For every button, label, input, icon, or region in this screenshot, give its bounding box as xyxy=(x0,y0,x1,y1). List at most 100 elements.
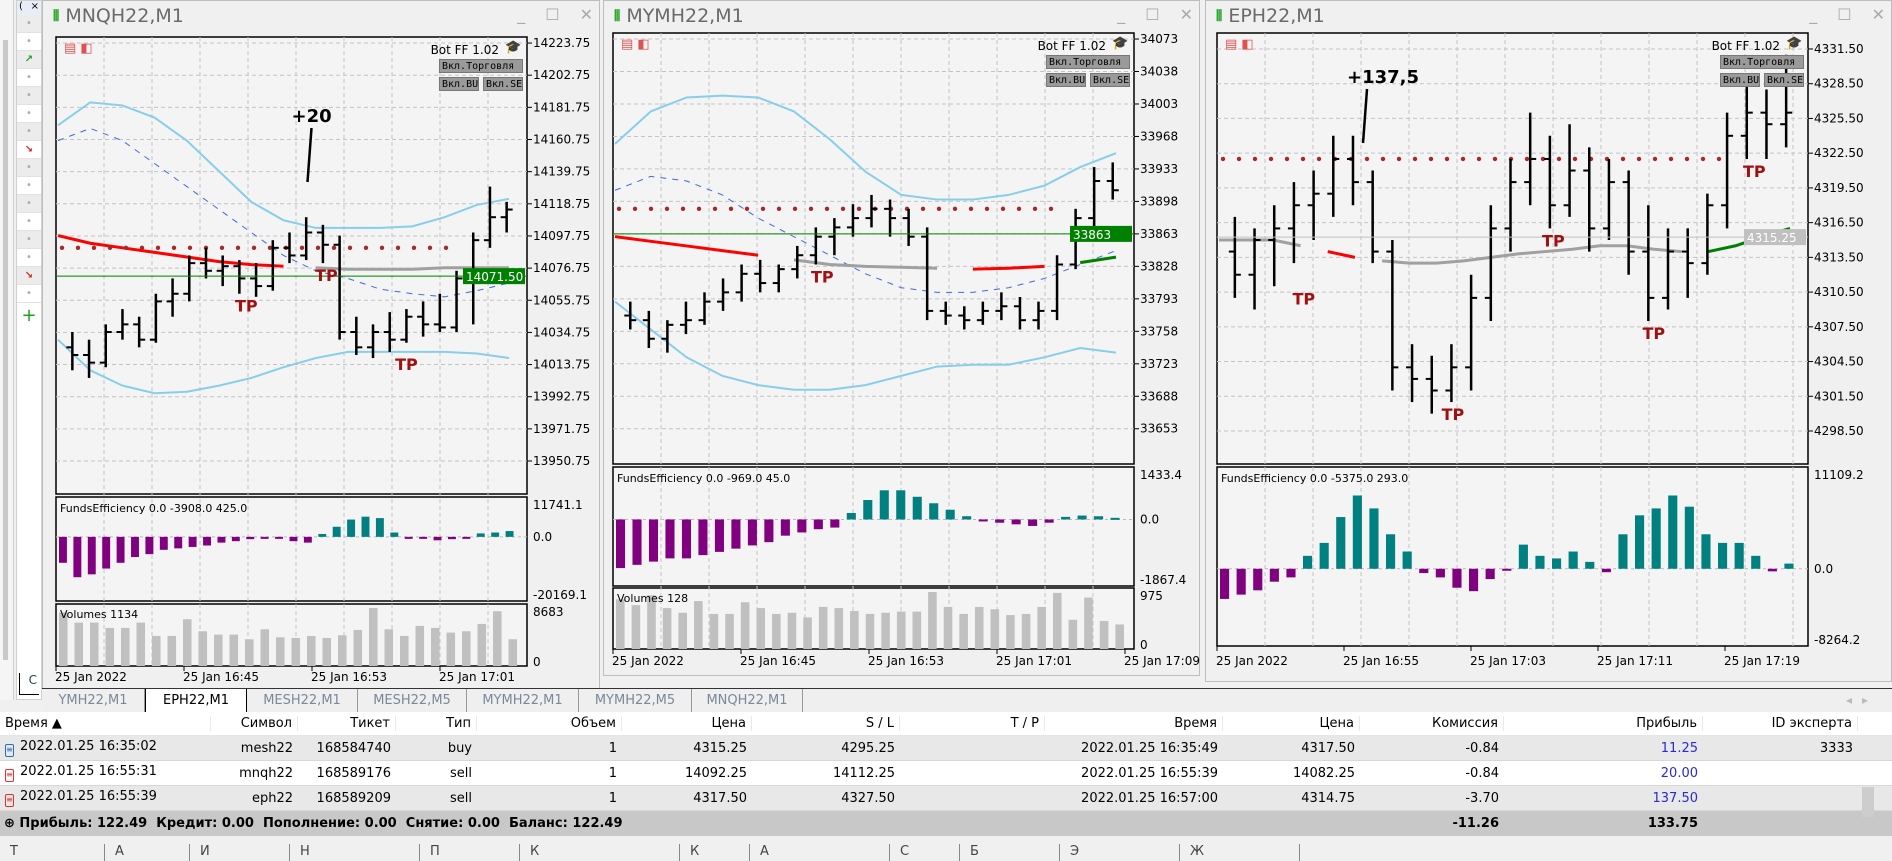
terminal-tab[interactable]: Н xyxy=(290,844,420,861)
column-header[interactable]: ID эксперта xyxy=(1703,716,1858,731)
enable-sell-button[interactable]: Вкл.SELL xyxy=(1090,73,1130,87)
signal-up-row[interactable]: ↗ xyxy=(17,51,41,69)
tab-ymh22-m1[interactable]: YMH22,M1 xyxy=(42,689,145,713)
close-button[interactable]: ✕ xyxy=(1179,5,1193,24)
funds-bar xyxy=(1535,555,1545,569)
terminal-tab[interactable]: А xyxy=(750,844,890,861)
column-header[interactable]: Тикет xyxy=(298,716,396,731)
level-dot xyxy=(1428,156,1434,162)
close-icon[interactable]: × xyxy=(30,1,39,12)
table-row[interactable]: ≡ 2022.01.25 16:55:31 mnqh22 168589176 sell 1… xyxy=(0,761,1892,786)
column-header[interactable]: Время xyxy=(1045,716,1223,731)
terminal-tab[interactable]: П xyxy=(420,844,520,861)
level-dot xyxy=(267,245,273,251)
chart-canvas[interactable]: 4331.50 4328.50 4325.50 4322.50 4319.50 4316.… xyxy=(1206,1,1892,683)
cell-value: 2022.01.25 16:57:00 xyxy=(1081,790,1218,806)
enable-trading-button[interactable]: Вкл.Торговля xyxy=(439,59,523,73)
signal-row[interactable]: • xyxy=(17,105,41,123)
signal-row[interactable]: • xyxy=(17,123,41,141)
column-header[interactable]: Цена xyxy=(1223,716,1360,731)
volume-bar xyxy=(322,637,332,666)
signal-row[interactable]: • xyxy=(17,159,41,177)
terminal-tab[interactable]: Т xyxy=(0,844,105,861)
maximize-button[interactable]: ☐ xyxy=(1837,5,1852,24)
maximize-button[interactable]: ☐ xyxy=(545,5,560,24)
enable-buy-button[interactable]: Вкл.BUY xyxy=(439,77,479,91)
dot-icon: • xyxy=(26,162,32,173)
close-button[interactable]: ✕ xyxy=(579,5,593,24)
maximize-button[interactable]: ☐ xyxy=(1145,5,1160,24)
enable-sell-button[interactable]: Вкл.SELL xyxy=(483,77,523,91)
minimize-button[interactable]: _ xyxy=(1117,5,1126,24)
tab-eph22-m1[interactable]: EPH22,M1 xyxy=(145,689,247,713)
window-title-bar[interactable]: ⫴ MNQH22,M1 xyxy=(43,1,599,31)
funds-bar xyxy=(1061,516,1071,520)
column-header[interactable]: Комиссия xyxy=(1360,716,1504,731)
tab-scroll-arrows[interactable]: ◂▸ xyxy=(1845,693,1878,707)
column-header[interactable]: Прибыль xyxy=(1504,716,1703,731)
terminal-tab[interactable]: С xyxy=(890,844,960,861)
column-header[interactable]: Время ▲ xyxy=(0,716,211,731)
trade-history-icon[interactable]: ▤ ◧ xyxy=(1225,37,1254,52)
terminal-tab[interactable]: Ж xyxy=(1180,844,1300,861)
terminal-tab[interactable]: Б xyxy=(960,844,1060,861)
signal-row[interactable]: • xyxy=(17,177,41,195)
table-row[interactable]: ≡ 2022.01.25 16:35:02 mesh22 168584740 buy 1 4… xyxy=(0,736,1892,761)
tab-mnqh22-m1[interactable]: MNQH22,M1 xyxy=(692,689,803,713)
column-header[interactable]: S / L xyxy=(752,716,900,731)
price-tick-label: 33863 xyxy=(1140,227,1178,241)
close-button[interactable]: ✕ xyxy=(1871,5,1885,24)
volume-bar xyxy=(818,606,828,649)
minimize-button[interactable]: _ xyxy=(517,5,526,24)
signal-row[interactable]: • xyxy=(17,213,41,231)
tab-mymh22-m5[interactable]: MYMH22,M5 xyxy=(579,689,692,713)
column-header[interactable]: Объем xyxy=(477,716,622,731)
trade-history-icon[interactable]: ▤ ◧ xyxy=(621,37,650,52)
signal-row[interactable]: • xyxy=(17,195,41,213)
signal-row[interactable]: • xyxy=(17,285,41,303)
tab-mymh22-m1[interactable]: MYMH22,M1 xyxy=(467,689,579,713)
panel-tab[interactable]: C xyxy=(19,673,39,695)
enable-trading-button[interactable]: Вкл.Торговля xyxy=(1046,55,1130,69)
tab-mesh22-m5[interactable]: MESH22,M5 xyxy=(358,689,467,713)
current-price-label: 33863 xyxy=(1073,228,1111,242)
minimize-button[interactable]: _ xyxy=(1809,5,1818,24)
volume-bar xyxy=(353,629,363,666)
scrollbar[interactable] xyxy=(3,40,8,660)
signal-row[interactable]: • xyxy=(17,15,41,33)
terminal-tab[interactable]: К xyxy=(680,844,750,861)
signal-down-row[interactable]: ↘ xyxy=(17,267,41,285)
signal-row[interactable]: • xyxy=(17,87,41,105)
column-header[interactable]: T / P xyxy=(900,716,1045,731)
window-title-bar[interactable]: ⫴ EPH22,M1 xyxy=(1206,1,1891,31)
chart-canvas[interactable]: 14223.75 14202.75 14181.75 14160.75 14139.75… xyxy=(43,1,601,691)
terminal-tab[interactable]: К xyxy=(520,844,680,861)
terminal-tab[interactable]: И xyxy=(190,844,290,861)
price-tick-label: 33933 xyxy=(1140,162,1178,176)
chart-canvas[interactable]: 34073 34038 34003 33968 33933 33898 33863 33828… xyxy=(604,1,1201,677)
column-header[interactable]: Тип xyxy=(396,716,477,731)
column-header[interactable]: Цена xyxy=(622,716,752,731)
signal-down-row[interactable]: ↘ xyxy=(17,141,41,159)
window-title-bar[interactable]: ⫴ MYMH22,M1 xyxy=(604,1,1199,31)
signal-row[interactable]: • xyxy=(17,231,41,249)
signal-row[interactable]: • xyxy=(17,249,41,267)
level-dot xyxy=(139,245,145,251)
table-row[interactable]: ≡ 2022.01.25 16:55:39 eph22 168589209 sell 1 4… xyxy=(0,786,1892,811)
enable-buy-button[interactable]: Вкл.BUY xyxy=(1720,73,1760,87)
funds-bar xyxy=(1452,568,1462,588)
enable-trading-button[interactable]: Вкл.Торговля xyxy=(1720,55,1804,69)
tab-mesh22-m1[interactable]: MESH22,M1 xyxy=(247,689,358,713)
trade-history-icon[interactable]: ▤ ◧ xyxy=(64,41,93,56)
expand-icon[interactable]: ⊕ xyxy=(4,816,20,831)
enable-buy-button[interactable]: Вкл.BUY xyxy=(1046,73,1086,87)
signal-row[interactable]: • xyxy=(17,33,41,51)
enable-sell-button[interactable]: Вкл.SELL xyxy=(1764,73,1804,87)
column-header[interactable]: Символ xyxy=(211,716,298,731)
add-icon[interactable]: + xyxy=(21,305,37,326)
terminal-tab[interactable]: Э xyxy=(1060,844,1180,861)
cell-value: 1 xyxy=(608,765,617,781)
signal-row[interactable]: • xyxy=(17,69,41,87)
table-scrollbar[interactable] xyxy=(1862,787,1874,817)
terminal-tab[interactable]: А xyxy=(105,844,190,861)
